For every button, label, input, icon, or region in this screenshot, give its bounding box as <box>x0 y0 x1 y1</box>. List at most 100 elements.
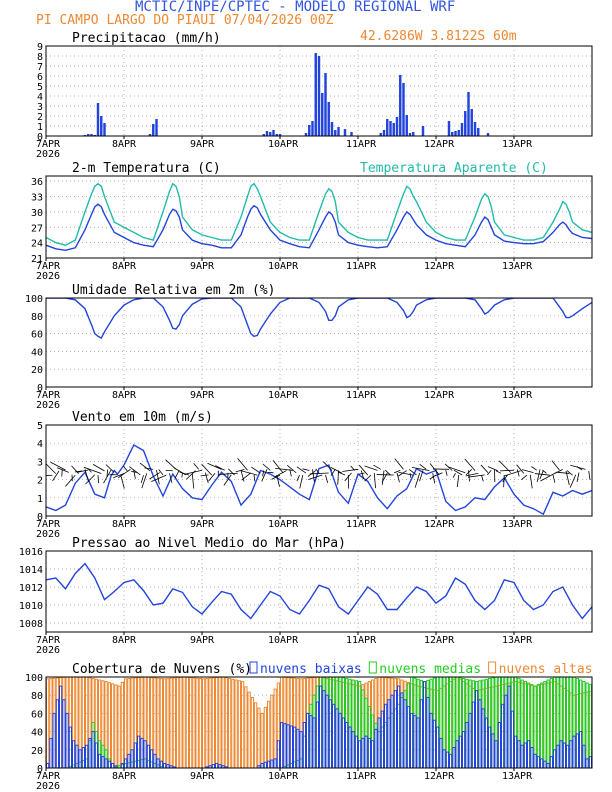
wind-arrow <box>364 474 372 482</box>
wind-arrow <box>531 466 537 471</box>
wind-arrow <box>287 465 297 474</box>
precip-bar <box>467 92 470 136</box>
y-tick-label: 20 <box>31 746 43 757</box>
wind-arrow <box>373 472 376 489</box>
wind-arrow <box>432 473 436 484</box>
precip-bar <box>269 132 272 136</box>
cloud-bar <box>579 731 583 768</box>
x-tick-label: 12APR <box>424 261 455 272</box>
cloud-bar <box>49 737 53 768</box>
y-tick-label: 0 <box>37 383 43 394</box>
wind-arrow <box>419 470 424 482</box>
cloud-bar <box>94 678 98 768</box>
cloud-bar <box>540 758 544 768</box>
x-tick-label: 8APR <box>112 390 137 401</box>
precip-bar <box>486 133 490 136</box>
cloud-bar <box>215 677 219 768</box>
cloud-bar <box>263 706 267 768</box>
cloud-bar <box>62 699 66 768</box>
y-tick-label: 100 <box>25 294 43 305</box>
wind-arrow <box>184 469 203 475</box>
x-tick-label: 12APR <box>424 390 455 401</box>
cloud-bar <box>536 684 540 768</box>
cloud-bar <box>198 678 202 768</box>
x-tick-label: 10APR <box>268 139 299 150</box>
wind-arrow <box>83 466 102 474</box>
cloud-bar <box>566 744 570 768</box>
wind-arrow <box>536 469 541 483</box>
cloud-bar <box>588 684 592 768</box>
x-tick-label: 8APR <box>112 261 137 272</box>
precip-bar <box>334 130 337 136</box>
cloud-bar <box>494 677 498 768</box>
x-tick-label: 9APR <box>190 635 215 646</box>
cloud-bar <box>445 677 449 768</box>
precip-bar <box>464 111 467 136</box>
precip-bar <box>87 134 90 136</box>
wind-arrow <box>337 471 346 476</box>
cloud-bar <box>540 682 544 768</box>
x-tick-label: 7APR <box>36 519 61 530</box>
precip-bar <box>337 127 340 136</box>
year-label: 2026 <box>36 271 60 282</box>
cloud-bar <box>88 737 92 768</box>
wind-arrow <box>174 469 180 479</box>
cloud-bar <box>289 725 293 768</box>
wind-arrow <box>465 469 473 476</box>
cloud-bar <box>299 731 303 768</box>
cloud-bar <box>309 715 313 768</box>
x-tick-label: 8APR <box>112 139 137 150</box>
cloud-bar <box>523 742 527 768</box>
chart-title: Vento em 10m (m/s) <box>72 410 213 425</box>
cloud-bar <box>416 717 420 768</box>
wind-arrow <box>169 473 173 483</box>
precip-bar <box>317 56 321 136</box>
wind-arrow <box>337 470 339 485</box>
y-tick-label: 40 <box>31 347 43 358</box>
cloud-bar <box>458 735 462 768</box>
cloud-bar <box>120 681 124 768</box>
wind-arrow <box>140 475 144 484</box>
y-tick-label: 7 <box>37 62 43 73</box>
cloud-bar <box>569 677 573 768</box>
wind-arrow <box>456 475 460 488</box>
cloud-bar <box>322 690 326 768</box>
wind-arrow <box>556 471 570 474</box>
precip-bar <box>330 122 334 136</box>
cloud-bar <box>348 678 352 768</box>
chart-panel-3: 0 20 40 60 80 100 7APR 8APR 9APR 10APR 11APR 12APR 1… <box>25 283 593 411</box>
x-tick-label: 10APR <box>268 771 299 782</box>
wind-arrow <box>467 474 485 478</box>
cloud-bar <box>426 696 430 768</box>
cloud-bar <box>85 677 89 768</box>
cloud-bar <box>195 677 199 768</box>
cloud-bar <box>104 758 108 768</box>
legend-swatch <box>249 661 258 674</box>
chart-panel-5: 1008 1010 1012 1014 1016 7APR 8APR 9APR 10APR 11A… <box>19 536 593 656</box>
wind-arrow <box>409 469 417 476</box>
cloud-bar <box>312 717 316 768</box>
wind-arrow <box>414 472 421 488</box>
cloud-bar <box>185 677 189 768</box>
wind-arrow <box>516 464 525 474</box>
cloud-bar <box>510 710 514 768</box>
x-tick-label: 8APR <box>112 635 137 646</box>
cloud-bar <box>354 680 358 768</box>
cloud-bar <box>117 685 121 768</box>
chart-panel-2: 21 24 27 30 33 36 7APR 8APR 9APR 10APR 11APR 12APR 1… <box>31 161 593 282</box>
wind-arrow <box>542 469 547 474</box>
cloud-bar <box>533 753 537 768</box>
wind-arrow <box>342 468 359 472</box>
y-tick-label: 1010 <box>19 601 43 612</box>
cloud-bar <box>46 762 50 768</box>
year-label: 2026 <box>36 529 60 540</box>
precip-bar <box>308 125 311 136</box>
wind-arrow <box>344 472 352 482</box>
precip-bar <box>457 130 460 136</box>
precip-bar <box>272 130 275 136</box>
cloud-bar <box>267 760 271 768</box>
y-tick-label: 3 <box>37 457 43 468</box>
year-label: 2026 <box>36 149 60 160</box>
wind-arrow <box>358 464 369 476</box>
